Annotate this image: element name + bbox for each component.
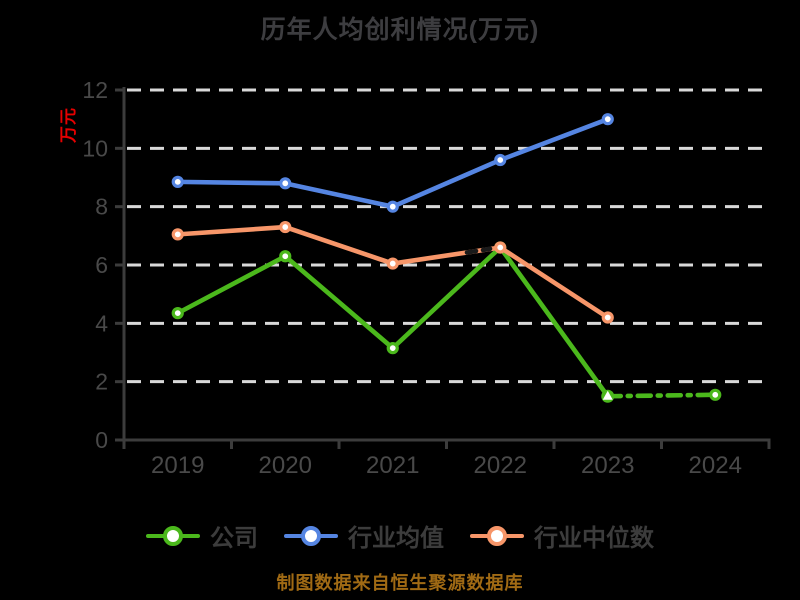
legend-item-industry-mean: 行业均值 — [284, 518, 444, 553]
data-point-marker — [601, 311, 614, 324]
y-tick-label: 8 — [95, 194, 108, 220]
data-point-marker — [386, 200, 399, 213]
data-point-marker — [279, 250, 292, 263]
legend-marker-company-icon — [146, 525, 200, 547]
data-point-marker — [494, 153, 507, 167]
series-line-industry-mean — [177, 117, 609, 209]
y-tick-label: 12 — [82, 77, 108, 103]
dark-dash-detail — [464, 248, 479, 255]
data-point-marker — [279, 220, 292, 234]
legend-label-industry-median: 行业中位数 — [534, 525, 654, 552]
x-tick-label: 2019 — [151, 452, 204, 479]
legend-item-industry-median: 行业中位数 — [470, 518, 654, 553]
chart-legend: 公司 行业均值 行业中位数 — [0, 518, 800, 553]
x-tick-label: 2020 — [259, 452, 312, 479]
data-point-marker — [171, 228, 184, 241]
x-tick-label: 2023 — [581, 452, 634, 479]
x-tick-label: 2022 — [474, 452, 527, 479]
legend-label-industry-mean: 行业均值 — [348, 525, 444, 552]
x-tick-label: 2024 — [689, 452, 742, 479]
data-point-marker — [171, 175, 184, 188]
legend-marker-industry-mean-icon — [284, 525, 338, 547]
y-tick-label: 4 — [95, 310, 108, 336]
y-tick-label: 10 — [82, 135, 108, 161]
triangle-marker-icon — [602, 390, 613, 400]
data-source-footer: 制图数据来自恒生聚源数据库 — [276, 573, 524, 593]
dark-dash-detail — [480, 246, 493, 253]
data-point-marker — [279, 177, 292, 190]
data-point-marker — [494, 241, 507, 254]
chart-title: 历年人均创利情况(万元) — [260, 16, 540, 44]
y-tick-label: 2 — [95, 369, 108, 395]
data-point-marker — [171, 307, 184, 320]
y-tick-label: 0 — [95, 427, 108, 453]
legend-marker-industry-median-icon — [470, 525, 524, 547]
data-point-marker — [709, 388, 722, 401]
x-tick-label: 2021 — [366, 452, 419, 479]
data-point-marker — [601, 113, 614, 126]
data-point-marker — [386, 342, 399, 355]
legend-item-company: 公司 — [146, 518, 258, 553]
series-line-company-dashed-segment — [605, 392, 718, 399]
data-point-marker — [386, 257, 399, 270]
y-tick-label: 6 — [95, 252, 108, 278]
legend-label-company: 公司 — [210, 525, 258, 552]
